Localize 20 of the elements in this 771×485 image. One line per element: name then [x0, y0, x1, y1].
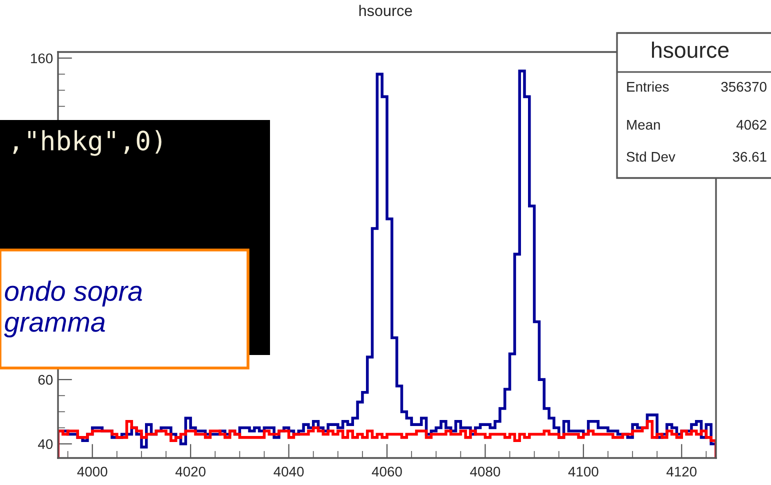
text: 36.61 [732, 152, 766, 162]
annotation: hsource [652, 42, 729, 58]
annotation: ondo sopra gramma [4, 280, 142, 338]
x-tick-label: 4060 [372, 466, 402, 477]
text: 356370 [721, 82, 766, 92]
x-tick-label: 4100 [568, 466, 598, 477]
x-tick-label: 4020 [175, 466, 206, 477]
x-tick-label: 4040 [274, 466, 304, 477]
text: 4062 [736, 120, 766, 130]
x-tick-label: 4120 [666, 466, 697, 477]
x-tick-label: 4000 [77, 466, 108, 477]
annotation: Mean [627, 120, 660, 130]
annotation: Entries [627, 82, 669, 92]
annotation: Std Dev [626, 152, 676, 162]
y-tick-label: 160 [31, 53, 53, 64]
y-tick-label: 60 [38, 374, 53, 385]
chart-title: hsource [359, 4, 412, 16]
y-tick-label: 40 [38, 439, 53, 450]
x-tick-label: 4080 [470, 466, 500, 477]
annotation: ,"hbkg",0) [13, 130, 162, 156]
